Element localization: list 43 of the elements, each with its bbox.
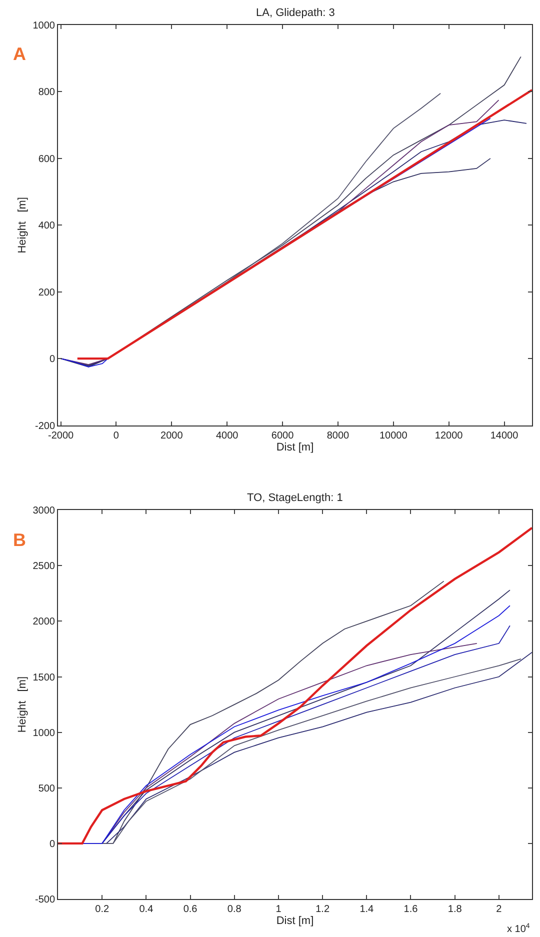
x-axis-title: Dist [m] [276,441,314,454]
x-tick-label: 12000 [434,430,464,442]
y-tick-label: 800 [38,87,56,98]
x-tick-label: 10000 [379,430,408,442]
x-tick-label: 4000 [216,430,239,442]
y-tick-label: 0 [49,354,56,366]
x-tick-label: 8000 [326,430,350,442]
x-tick-label: 0.6 [183,904,198,915]
y-tick-label: 1500 [32,672,56,684]
x-tick-label: 0 [113,430,120,442]
chart-title: TO, StageLength: 1 [247,492,343,504]
x-tick-label: 0.2 [95,904,110,915]
chart-title: LA, Glidepath: 3 [256,7,335,19]
x-tick-label: 1 [276,904,282,915]
y-axis-title: Height [m] [16,197,28,254]
y-tick-label: 2000 [32,616,56,628]
x-tick-label: 0.4 [139,904,154,915]
x-tick-label: 1.8 [448,904,462,915]
text: A [13,44,26,64]
x-tick-label: 14000 [490,430,519,442]
x-axis-title: Dist [m] [276,915,314,928]
x-tick-label: 1.2 [316,904,330,915]
x-tick-label: 2000 [160,430,184,442]
y-tick-label: -500 [34,894,56,906]
y-tick-label: 200 [38,287,56,298]
y-tick-label: 600 [38,154,56,165]
y-tick-label: -200 [34,420,56,432]
y-tick-label: 0 [49,838,56,850]
y-tick-label: 3000 [32,506,56,517]
y-tick-label: 500 [38,783,56,794]
y-tick-label: 1000 [32,728,56,739]
x-tick-label: 1.4 [360,904,374,915]
x-tick-label: 0.8 [227,904,242,915]
x-tick-label: 1.6 [404,904,418,915]
text: B [13,530,26,550]
x-tick-label: 2 [496,904,502,915]
y-tick-label: 400 [38,220,56,232]
y-tick-label: 2500 [32,561,56,572]
x-tick-label: 6000 [271,430,294,442]
y-tick-label: 1000 [32,20,56,32]
text: x 10$^{4}$ [507,923,530,936]
y-axis-title: Height [m] [16,676,28,733]
x-tick-label: -2000 [48,430,74,442]
